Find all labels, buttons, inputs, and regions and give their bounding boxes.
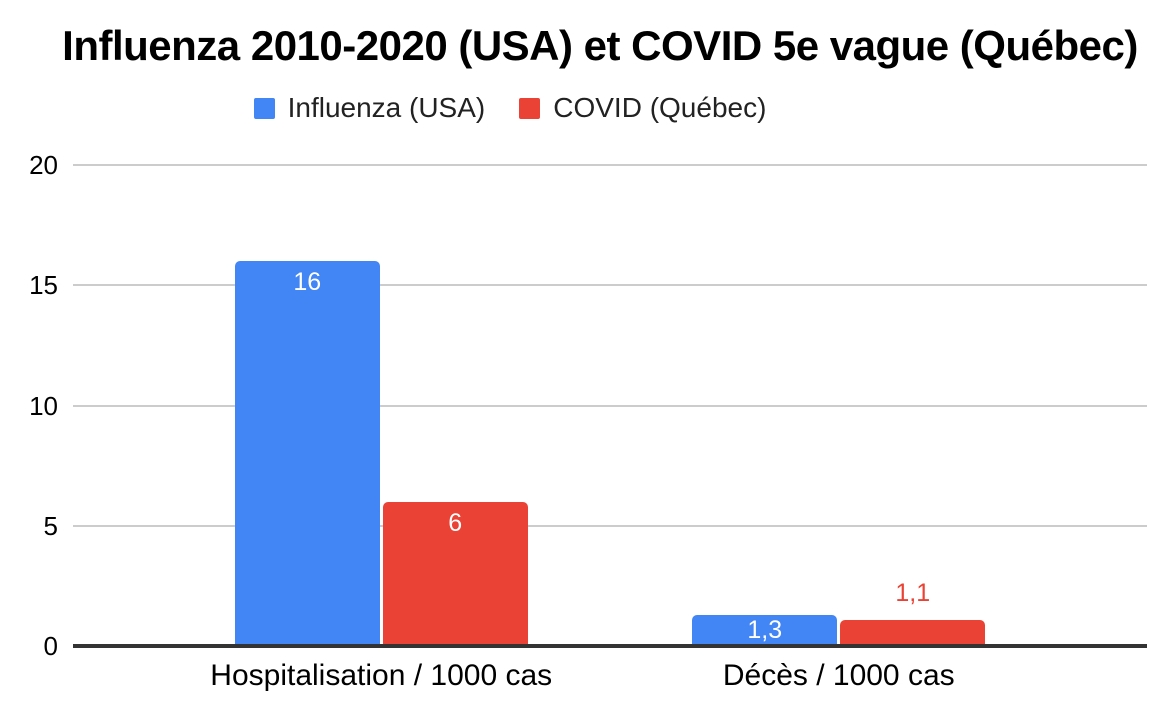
y-axis-tick-label-20: 20 <box>29 150 58 180</box>
legend-label: COVID (Québec) <box>553 92 767 123</box>
y-axis-tick-label-15: 15 <box>29 270 58 301</box>
y-axis-tick-label-0: 0 <box>43 631 58 661</box>
bar-covid-quebec-hospitalisation-1000-cas[interactable] <box>382 501 528 648</box>
gridline-10 <box>73 404 1147 407</box>
x-axis-category-label-deces-1000-cas: Décès / 1000 cas <box>722 659 955 692</box>
chart-legend: Influenza (USA) COVID (Québec) <box>0 90 1020 126</box>
legend-item-influenza-usa[interactable]: Influenza (USA) <box>253 92 486 124</box>
bar-value-label: 16 <box>293 268 322 297</box>
bar-covid-quebec-deces-1000-cas[interactable] <box>840 619 986 648</box>
bar-influenza-usa-deces-1000-cas[interactable] <box>692 614 838 648</box>
y-axis-tick-label-5: 5 <box>43 510 58 541</box>
bar-value-label: 1,3 <box>747 615 783 644</box>
gridline-15 <box>73 284 1147 287</box>
chart-title: Influenza 2010-2020 (USA) et COVID 5e va… <box>62 22 1138 69</box>
legend-item-covid-quebec[interactable]: COVID (Québec) <box>519 92 766 124</box>
bar-value-label: 1,1 <box>895 578 931 607</box>
bar-value-label: 6 <box>448 508 463 537</box>
x-axis-category-label-hospitalisation-1000-cas: Hospitalisation / 1000 cas <box>210 659 553 692</box>
x-axis-line <box>73 644 1147 648</box>
bar-influenza-usa-hospitalisation-1000-cas[interactable] <box>234 261 380 648</box>
legend-swatch-icon <box>519 97 541 119</box>
legend-swatch-icon <box>253 97 275 119</box>
gridline-20 <box>73 164 1147 166</box>
y-axis-tick-label-10: 10 <box>29 390 58 421</box>
legend-label: Influenza (USA) <box>287 92 486 123</box>
gridline-5 <box>73 524 1147 527</box>
